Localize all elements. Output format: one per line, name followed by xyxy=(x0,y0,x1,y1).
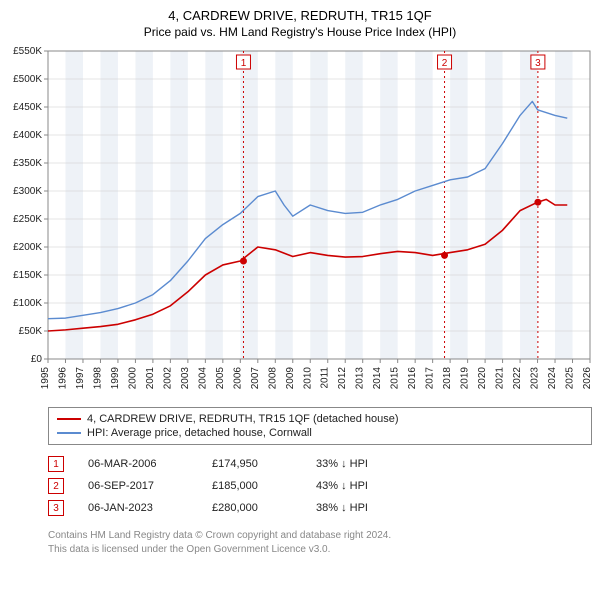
svg-text:1995: 1995 xyxy=(40,367,51,390)
svg-text:2022: 2022 xyxy=(512,367,523,390)
transaction-price: £280,000 xyxy=(212,502,292,514)
transaction-hpi: 38% ↓ HPI xyxy=(316,502,416,514)
legend-item: HPI: Average price, detached house, Corn… xyxy=(57,426,583,440)
svg-text:£0: £0 xyxy=(31,354,43,365)
svg-text:2016: 2016 xyxy=(407,367,418,390)
transaction-row: 3 06-JAN-2023 £280,000 38% ↓ HPI xyxy=(48,497,592,519)
svg-text:2: 2 xyxy=(442,58,448,69)
svg-text:2000: 2000 xyxy=(127,367,138,390)
transaction-date: 06-SEP-2017 xyxy=(88,480,188,492)
transaction-badge: 1 xyxy=(48,456,64,472)
svg-text:2001: 2001 xyxy=(145,367,156,390)
transaction-price: £185,000 xyxy=(212,480,292,492)
svg-text:2015: 2015 xyxy=(390,367,401,390)
transaction-date: 06-MAR-2006 xyxy=(88,458,188,470)
svg-text:2014: 2014 xyxy=(372,367,383,390)
svg-text:£200K: £200K xyxy=(13,242,42,253)
svg-text:1: 1 xyxy=(241,58,247,69)
transaction-date: 06-JAN-2023 xyxy=(88,502,188,514)
svg-text:£150K: £150K xyxy=(13,270,42,281)
legend-item: 4, CARDREW DRIVE, REDRUTH, TR15 1QF (det… xyxy=(57,412,583,426)
transaction-price: £174,950 xyxy=(212,458,292,470)
footer-line: Contains HM Land Registry data © Crown c… xyxy=(48,529,592,543)
chart-svg: £0 £50K £100K £150K £200K £250K £300K £350K £400… xyxy=(0,43,600,403)
svg-text:2026: 2026 xyxy=(582,367,593,390)
legend: 4, CARDREW DRIVE, REDRUTH, TR15 1QF (det… xyxy=(48,407,592,445)
svg-text:2006: 2006 xyxy=(232,367,243,390)
svg-text:2002: 2002 xyxy=(162,367,173,390)
svg-text:2004: 2004 xyxy=(197,367,208,390)
svg-text:2003: 2003 xyxy=(180,367,191,390)
svg-text:£400K: £400K xyxy=(13,130,42,141)
svg-text:2011: 2011 xyxy=(320,367,331,389)
svg-text:2025: 2025 xyxy=(565,367,576,390)
transaction-hpi: 33% ↓ HPI xyxy=(316,458,416,470)
title-address: 4, CARDREW DRIVE, REDRUTH, TR15 1QF xyxy=(0,8,600,23)
transaction-badge: 3 xyxy=(48,500,64,516)
title-area: 4, CARDREW DRIVE, REDRUTH, TR15 1QF Pric… xyxy=(0,0,600,43)
transaction-row: 1 06-MAR-2006 £174,950 33% ↓ HPI xyxy=(48,453,592,475)
svg-text:£550K: £550K xyxy=(13,46,42,57)
svg-text:1999: 1999 xyxy=(110,367,121,390)
svg-text:2010: 2010 xyxy=(302,367,313,390)
footer-line: This data is licensed under the Open Gov… xyxy=(48,543,592,557)
svg-text:£350K: £350K xyxy=(13,158,42,169)
chart-container: 4, CARDREW DRIVE, REDRUTH, TR15 1QF Pric… xyxy=(0,0,600,557)
svg-text:£100K: £100K xyxy=(13,298,42,309)
svg-text:1997: 1997 xyxy=(75,367,86,390)
svg-text:2005: 2005 xyxy=(215,367,226,390)
legend-swatch xyxy=(57,418,81,420)
legend-label: HPI: Average price, detached house, Corn… xyxy=(87,427,312,439)
svg-text:2024: 2024 xyxy=(547,367,558,390)
svg-text:2009: 2009 xyxy=(285,367,296,390)
svg-text:£500K: £500K xyxy=(13,74,42,85)
svg-text:2017: 2017 xyxy=(425,367,436,390)
svg-text:£450K: £450K xyxy=(13,102,42,113)
footer: Contains HM Land Registry data © Crown c… xyxy=(48,529,592,557)
svg-text:1996: 1996 xyxy=(57,367,68,390)
svg-text:2018: 2018 xyxy=(442,367,453,390)
svg-text:2020: 2020 xyxy=(477,367,488,390)
svg-text:2012: 2012 xyxy=(337,367,348,390)
svg-text:2008: 2008 xyxy=(267,367,278,390)
chart: £0 £50K £100K £150K £200K £250K £300K £350K £400… xyxy=(0,43,600,403)
transaction-row: 2 06-SEP-2017 £185,000 43% ↓ HPI xyxy=(48,475,592,497)
transaction-hpi: 43% ↓ HPI xyxy=(316,480,416,492)
legend-label: 4, CARDREW DRIVE, REDRUTH, TR15 1QF (det… xyxy=(87,413,399,425)
svg-text:2013: 2013 xyxy=(355,367,366,390)
transactions-table: 1 06-MAR-2006 £174,950 33% ↓ HPI 2 06-SE… xyxy=(48,453,592,519)
svg-text:1998: 1998 xyxy=(92,367,103,390)
svg-text:2007: 2007 xyxy=(250,367,261,390)
svg-text:£250K: £250K xyxy=(13,214,42,225)
svg-text:2023: 2023 xyxy=(530,367,541,390)
svg-text:£300K: £300K xyxy=(13,186,42,197)
svg-text:2021: 2021 xyxy=(495,367,506,390)
svg-text:2019: 2019 xyxy=(460,367,471,390)
title-subtitle: Price paid vs. HM Land Registry's House … xyxy=(0,25,600,39)
svg-text:£50K: £50K xyxy=(19,326,43,337)
transaction-badge: 2 xyxy=(48,478,64,494)
svg-text:3: 3 xyxy=(535,58,541,69)
legend-swatch xyxy=(57,432,81,434)
